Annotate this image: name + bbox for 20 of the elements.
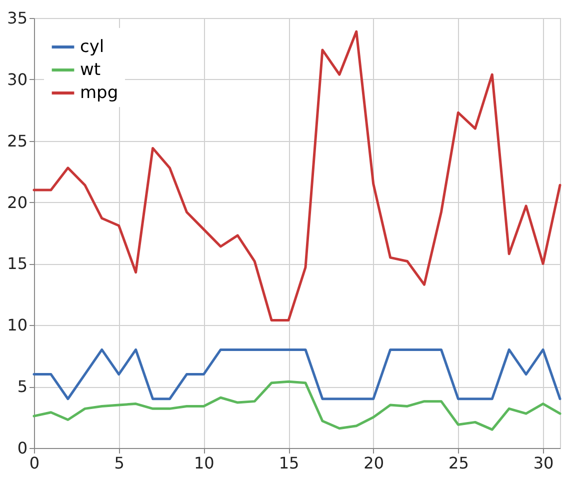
x-tick-label: 5 xyxy=(114,454,124,472)
y-tick-label: 0 xyxy=(17,438,28,458)
y-tick-label: 30 xyxy=(7,70,28,89)
legend-label: cyl xyxy=(80,37,104,57)
y-tick-label: 35 xyxy=(7,8,28,28)
x-tick-label: 0 xyxy=(29,454,40,472)
x-tick-label: 30 xyxy=(533,454,554,472)
line-series xyxy=(32,380,562,431)
x-tick-label: 10 xyxy=(194,454,214,472)
y-tick-label: 10 xyxy=(7,316,28,335)
legend-label: wt xyxy=(80,60,101,80)
y-tick-label: 25 xyxy=(7,131,28,150)
x-tick-label: 20 xyxy=(364,454,384,472)
y-tick-label: 15 xyxy=(7,254,28,274)
x-tick-label: 25 xyxy=(448,454,469,472)
line-series xyxy=(32,30,562,322)
y-tick-label: 20 xyxy=(7,192,28,212)
legend-label: mpg xyxy=(80,83,118,103)
x-tick-label: 15 xyxy=(278,454,300,472)
y-tick-label: 5 xyxy=(17,377,28,396)
